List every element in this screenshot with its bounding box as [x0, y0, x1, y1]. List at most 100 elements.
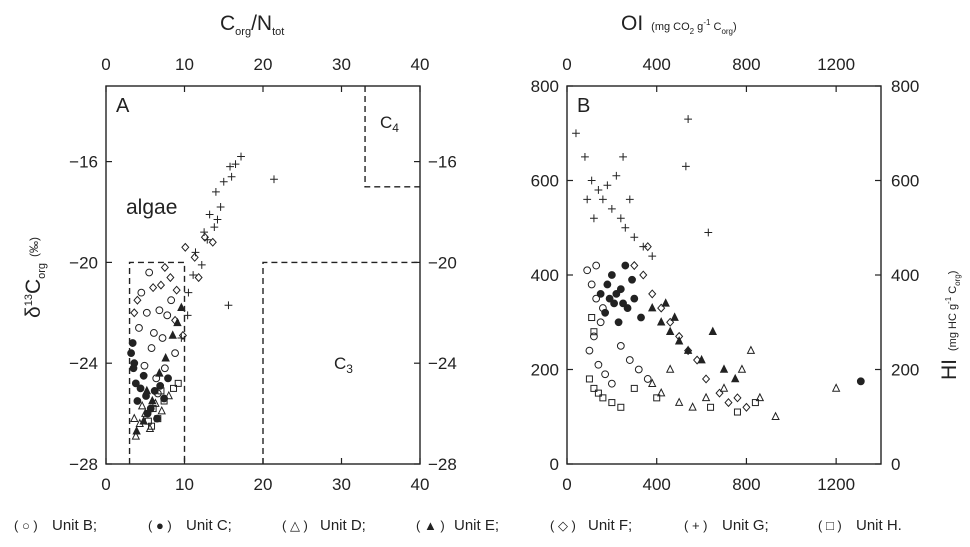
panel-b-point-unit-g: [704, 228, 713, 237]
panel-b-ytick-label-right: 200: [891, 361, 919, 380]
panel-b-point-unit-e: [661, 298, 670, 307]
panel-b-point-unit-g: [607, 204, 616, 213]
region-label-c3-main: C: [334, 354, 346, 373]
panel-b-point-unit-h: [585, 375, 593, 383]
panel-b-point-unit-h: [653, 394, 661, 402]
panel-a-point-unit-c: [131, 379, 140, 388]
panel-b-ylabel-right: HI (mg HC g-1 Corg): [938, 271, 962, 380]
legend-label: Unit G;: [722, 517, 769, 534]
xlabel-a-sub1: org: [235, 26, 251, 38]
panel-b-point-unit-f: [684, 346, 693, 356]
panel-a-point-unit-h: [148, 422, 156, 430]
panel-b-point-unit-h: [590, 384, 598, 392]
panel-a-point-unit-e: [168, 330, 177, 339]
panel-a-point-unit-c: [133, 397, 142, 405]
panel-b-ytick-label-left: 600: [531, 172, 559, 191]
panel-b-point-unit-e: [731, 373, 740, 383]
panel-b-xlabel-top: OI (mg CO2 g-1 Corg): [621, 12, 737, 36]
panel-b-ytick-label-right: 800: [891, 77, 919, 96]
panel-a-point-unit-g: [184, 288, 193, 297]
xlabel-b-main: OI: [621, 12, 643, 35]
panel-b-point-unit-d: [719, 383, 729, 392]
panel-b-point-unit-d: [648, 378, 657, 387]
panel-b-point-unit-f: [643, 242, 652, 252]
panel-b-point-unit-e: [683, 345, 693, 354]
panel-b-point-unit-d: [656, 388, 666, 397]
xlabel-a-main: C: [220, 12, 235, 35]
panel-a-point-unit-c: [136, 384, 145, 393]
panel-a-point-unit-b: [145, 268, 154, 277]
panel-a-point-unit-c: [130, 359, 139, 368]
panel-b-point-unit-d: [674, 397, 684, 406]
panel-a-point-unit-g: [210, 223, 219, 232]
panel-b-point-unit-g: [630, 233, 639, 242]
legend-label: Unit E;: [454, 517, 499, 534]
panel-a-point-unit-b: [147, 344, 156, 352]
ylabel-a-pre: δ: [22, 306, 45, 318]
panel-b-point-unit-g: [603, 181, 612, 190]
panel-b-point-unit-g: [587, 176, 596, 185]
panel-a-point-unit-g: [226, 162, 234, 171]
panel-a-point-unit-g: [191, 248, 200, 257]
ylabel-a-unit: (‰): [27, 237, 41, 257]
panel-b-point-unit-f: [675, 331, 684, 341]
panel-a-point-unit-h: [160, 397, 168, 405]
panel-b-point-unit-c: [628, 275, 636, 284]
legend-item: ( ○ ) Unit B;: [14, 517, 97, 534]
panel-b-point-unit-h: [590, 328, 598, 336]
panel-b-point-unit-b: [592, 261, 601, 270]
ylabel-a-sup: 13: [23, 294, 35, 306]
legend-label: Unit D;: [320, 517, 366, 534]
panel-a-point-unit-f: [172, 285, 181, 295]
panel-b-point-unit-c: [623, 304, 632, 312]
panel-a-ytick-label-left: −16: [69, 153, 98, 172]
panel-b-ytick-label-left: 200: [531, 361, 559, 380]
panel-b-point-unit-f: [701, 374, 711, 384]
panel-a-point-unit-g: [219, 177, 228, 186]
legend-item: ( ◇ ) Unit F;: [550, 517, 632, 534]
panel-b-point-unit-c: [603, 280, 612, 289]
panel-b-ytick-label-left: 0: [550, 455, 559, 474]
panel-a-point-unit-f: [166, 272, 175, 283]
panel-b-xtick-label-bottom: 0: [562, 475, 571, 494]
panel-a-ytick-label-right: −20: [428, 253, 457, 272]
panel-a-point-unit-e: [155, 368, 164, 377]
panel-b-point-unit-d: [665, 364, 675, 373]
panel-b-point-unit-d: [755, 392, 765, 402]
panel-a-xtick-label-bottom: 20: [254, 475, 273, 494]
panel-a-point-unit-f: [156, 280, 166, 290]
panel-b-point-unit-d: [737, 364, 747, 373]
panel-a: 0 0 10 10 20 20 30 30 40 40 −16 −16 −20 −20 −24 −24 −28 −…: [22, 12, 457, 494]
panel-a-xtick-label-top: 30: [332, 55, 351, 74]
panel-b-point-unit-e: [648, 302, 657, 312]
region-boundary-c4: [364, 86, 420, 188]
panel-a-point-unit-b: [160, 364, 169, 373]
region-label-c4: C4: [380, 113, 399, 135]
panel-a-point-unit-h: [174, 379, 182, 387]
panel-b-point-unit-h: [751, 399, 759, 407]
panel-b-point-unit-b: [634, 365, 643, 374]
panel-a-point-unit-b: [149, 329, 158, 337]
panel-b-point-unit-g: [616, 214, 625, 223]
panel-a-point-unit-g: [212, 187, 220, 196]
panel-a-xtick-label-top: 0: [101, 55, 110, 74]
panel-a-point-unit-e: [177, 302, 186, 312]
panel-a-point-unit-b: [135, 324, 143, 332]
legend-symbol: ( ● ): [148, 518, 172, 533]
panel-b-point-unit-b: [596, 318, 605, 327]
panel-b-point-unit-b: [607, 379, 616, 388]
panel-a-xtick-label-bottom: 40: [411, 475, 430, 494]
panel-b-point-unit-g: [648, 252, 657, 260]
panel-b-point-unit-b: [583, 266, 592, 275]
panel-b-ytick-label-right: 0: [891, 455, 900, 474]
panel-b-point-unit-c: [596, 290, 605, 298]
panel-a-xlabel-top: Corg/Ntot: [220, 12, 284, 38]
panel-b-point-unit-h: [594, 389, 602, 397]
panel-a-point-unit-e: [148, 395, 157, 405]
panel-b-point-unit-g: [681, 162, 690, 171]
panel-b-point-unit-c: [605, 294, 614, 303]
panel-b-point-unit-b: [601, 370, 610, 379]
region-boundary-c3: [262, 261, 420, 464]
panel-a-point-unit-d: [164, 390, 174, 400]
xlabel-b-unit-end: ): [733, 21, 737, 33]
